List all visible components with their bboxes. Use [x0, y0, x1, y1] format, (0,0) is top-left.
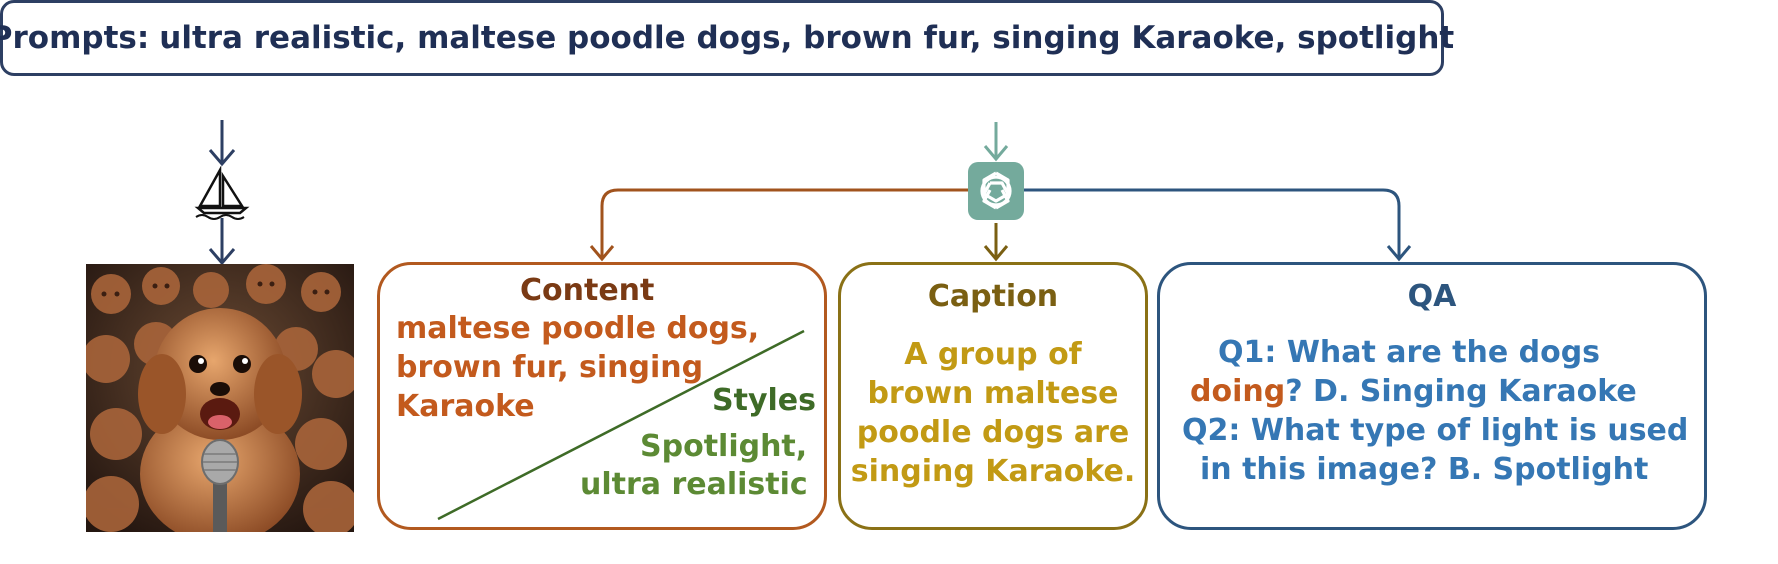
qa-q1-line-1: Q1: What are the dogs: [1218, 335, 1601, 370]
qa-q2-line-2: in this image? B. Spotlight: [1200, 452, 1649, 487]
qa-q2-line-1: Q2: What type of light is used: [1182, 413, 1689, 448]
qa-title: QA: [1407, 279, 1457, 314]
caption-box: Caption A group of brown maltese poodle …: [838, 262, 1148, 530]
content-line-1: maltese poodle dogs,: [396, 311, 760, 346]
content-line-2: brown fur, singing: [396, 350, 704, 385]
caption-line-1: A group of: [904, 337, 1082, 372]
qa-q1-answer: ? D. Singing Karaoke: [1285, 374, 1637, 409]
openai-knot-icon: [980, 171, 1012, 210]
sailboat-icon: [194, 166, 250, 220]
styles-title: Styles: [712, 383, 816, 418]
caption-line-4: singing Karaoke.: [850, 454, 1136, 489]
content-line-3: Karaoke: [396, 389, 535, 424]
content-styles-divider: [437, 329, 805, 521]
prompt-text: ultra realistic, maltese poodle dogs, br…: [159, 20, 1455, 56]
content-title: Content: [520, 273, 655, 308]
arrow-gpt-to-qa: [1024, 188, 1401, 258]
arrow-gpt-to-content: [600, 188, 968, 258]
qa-q1-line-2: doing? D. Singing Karaoke: [1190, 372, 1637, 411]
styles-line-1: Spotlight,: [640, 429, 808, 464]
prompt-label: Prompts:: [0, 20, 150, 56]
caption-line-2: brown maltese: [867, 376, 1119, 411]
qa-box: QA Q1: What are the dogs doing? D. Singi…: [1157, 262, 1707, 530]
openai-logo-icon: [968, 162, 1024, 220]
qa-q1-highlight: doing: [1190, 374, 1286, 409]
dog-karaoke-image: [86, 264, 354, 532]
content-box: Content maltese poodle dogs, brown fur, …: [377, 262, 827, 530]
caption-title: Caption: [927, 279, 1059, 314]
prompt-box: Prompts: ultra realistic, maltese poodle…: [0, 0, 1454, 76]
caption-line-3: poodle dogs are: [856, 415, 1130, 450]
styles-line-2: ultra realistic: [580, 467, 808, 502]
